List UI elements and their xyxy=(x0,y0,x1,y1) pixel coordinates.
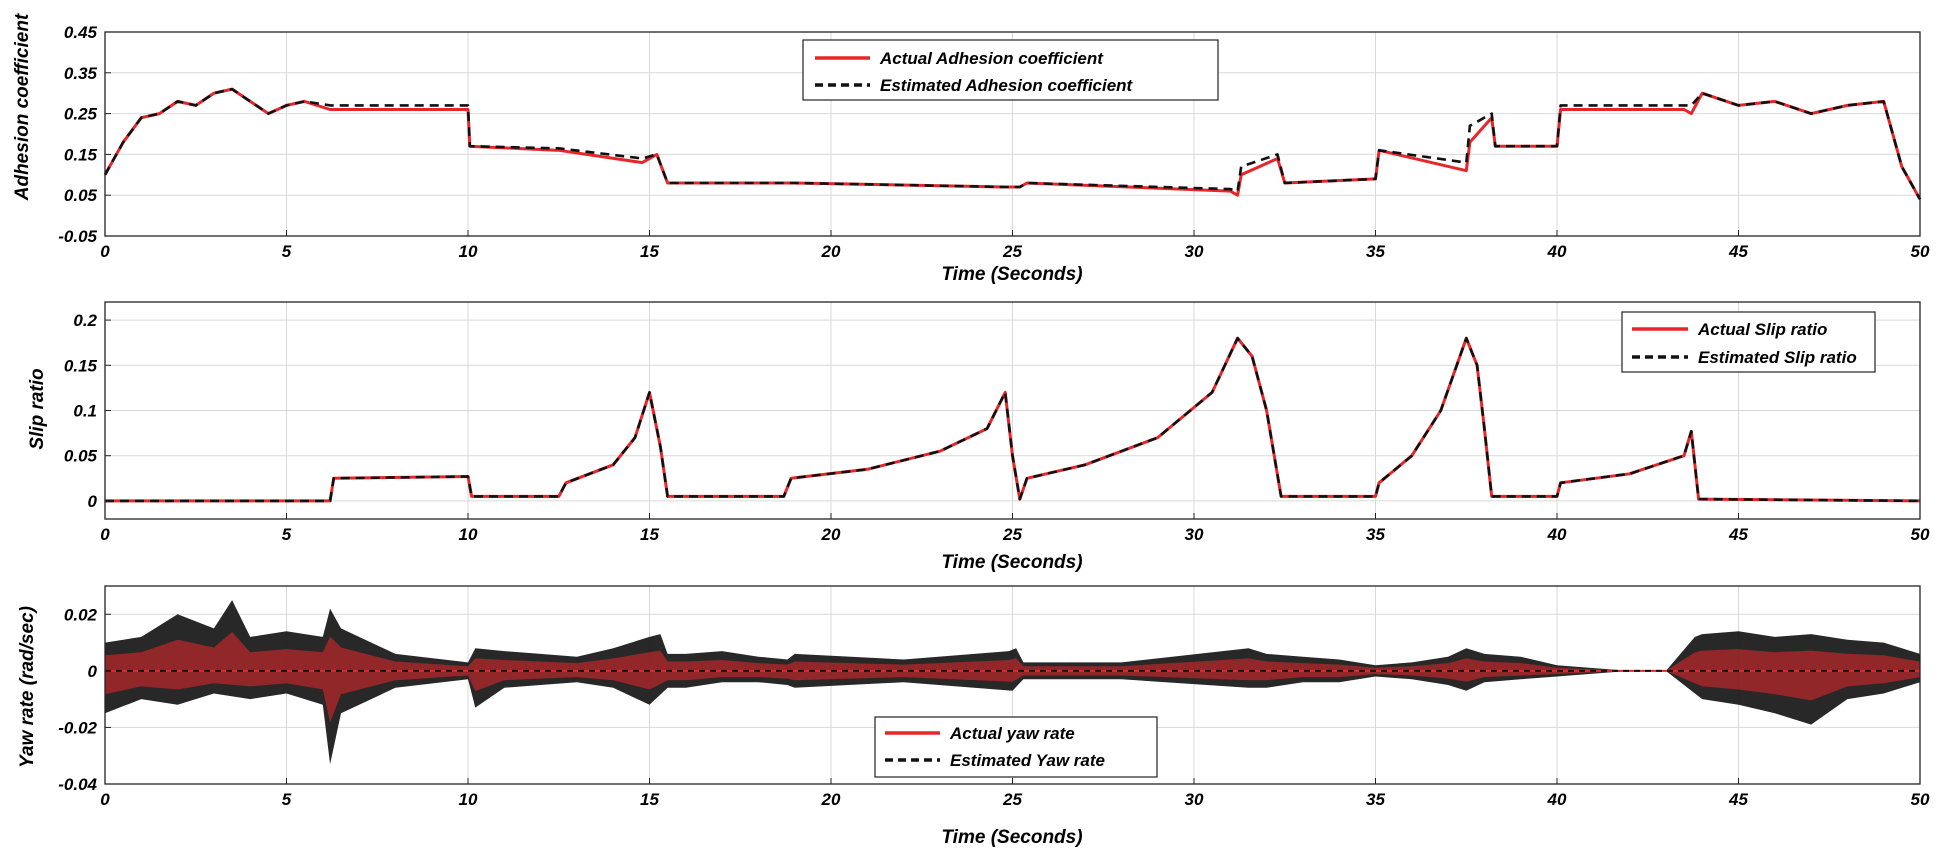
slip-xtick-label: 40 xyxy=(1547,525,1567,544)
yaw-plot-area: 0 5 10 15 20 25 30 35 40 45 50 -0.04 -0.02 0 0.02 xyxy=(58,585,1930,809)
yaw-legend-box xyxy=(874,716,1158,778)
slip-ytick-label: 0.1 xyxy=(73,402,97,421)
adhesion-legend-estimated-label: Estimated Adhesion coefficient xyxy=(880,76,1134,95)
slip-legend-actual-label: Actual Slip ratio xyxy=(1697,320,1827,339)
slip-xtick-label: 30 xyxy=(1185,525,1204,544)
adhesion-panel: 0 5 10 15 20 25 30 35 40 45 50 -0.05 0.05 0.15 0.25 0.3… xyxy=(12,13,1930,285)
adhesion-ytick-label: 0.25 xyxy=(64,105,98,124)
slip-legend-box xyxy=(1621,311,1876,373)
adhesion-xtick-label: 15 xyxy=(640,242,659,261)
adhesion-xtick-label: 40 xyxy=(1547,242,1567,261)
adhesion-xtick-label: 20 xyxy=(821,242,841,261)
slip-legend: Actual Slip ratio Estimated Slip ratio xyxy=(1621,311,1876,373)
slip-xtick-label: 25 xyxy=(1002,525,1022,544)
slip-xtick-label: 20 xyxy=(821,525,841,544)
adhesion-legend: Actual Adhesion coefficient Estimated Ad… xyxy=(802,39,1219,101)
adhesion-xtick-label: 25 xyxy=(1002,242,1022,261)
yaw-ytick-label: -0.02 xyxy=(58,718,97,737)
slip-plot-area: 0 5 10 15 20 25 30 35 40 45 50 0 0.05 0.1 0.15 0.2 xyxy=(64,301,1930,544)
adhesion-ytick-label: 0.35 xyxy=(64,64,98,83)
yaw-xlabel: Time (Seconds) xyxy=(941,827,1082,848)
yaw-estimated-envelope xyxy=(105,600,1920,765)
slip-xtick-label: 15 xyxy=(640,525,659,544)
yaw-xtick-label: 15 xyxy=(640,790,659,809)
slip-xtick-label: 0 xyxy=(100,525,110,544)
adhesion-xtick-label: 50 xyxy=(1911,242,1930,261)
yaw-xtick-label: 30 xyxy=(1185,790,1204,809)
adhesion-ytick-label: -0.05 xyxy=(58,227,97,246)
yaw-xtick-label: 5 xyxy=(282,790,292,809)
adhesion-legend-actual-label: Actual Adhesion coefficient xyxy=(879,49,1104,68)
adhesion-ylabel: Adhesion coefficient xyxy=(12,13,33,201)
yaw-xtick-label: 25 xyxy=(1002,790,1022,809)
yaw-xtick-label: 0 xyxy=(100,790,110,809)
slip-ytick-label: 0.05 xyxy=(64,447,98,466)
slip-legend-estimated-label: Estimated Slip ratio xyxy=(1698,348,1857,367)
yaw-legend-actual-label: Actual yaw rate xyxy=(949,724,1075,743)
slip-ytick-label: 0.2 xyxy=(73,311,97,330)
slip-ytick-label: 0 xyxy=(88,492,98,511)
adhesion-estimated-line xyxy=(103,87,1922,200)
adhesion-ytick-label: 0.45 xyxy=(64,23,98,42)
yaw-legend-estimated-label: Estimated Yaw rate xyxy=(950,751,1105,770)
slip-xtick-label: 50 xyxy=(1911,525,1930,544)
yaw-xtick-label: 50 xyxy=(1911,790,1930,809)
slip-panel: 0 5 10 15 20 25 30 35 40 45 50 0 0.05 0.1 0.15 0.2 Slip… xyxy=(27,301,1930,573)
yaw-legend: Actual yaw rate Estimated Yaw rate xyxy=(874,716,1158,778)
yaw-xtick-label: 45 xyxy=(1728,790,1748,809)
adhesion-ytick-label: 0.15 xyxy=(64,145,98,164)
adhesion-legend-box xyxy=(802,39,1219,101)
slip-ylabel: Slip ratio xyxy=(27,368,48,449)
adhesion-xtick-label: 5 xyxy=(282,242,292,261)
slip-xtick-label: 5 xyxy=(282,525,292,544)
yaw-xtick-label: 20 xyxy=(821,790,841,809)
adhesion-xtick-label: 35 xyxy=(1366,242,1385,261)
slip-xtick-label: 10 xyxy=(459,525,478,544)
yaw-xtick-label: 10 xyxy=(459,790,478,809)
yaw-xtick-label: 35 xyxy=(1366,790,1385,809)
adhesion-ytick-label: 0.05 xyxy=(64,186,98,205)
slip-xtick-label: 45 xyxy=(1728,525,1748,544)
adhesion-xlabel: Time (Seconds) xyxy=(941,264,1082,285)
yaw-panel: 0 5 10 15 20 25 30 35 40 45 50 -0.04 -0.02 0 0.02 Yaw … xyxy=(17,585,1930,848)
slip-xlabel: Time (Seconds) xyxy=(941,552,1082,573)
slip-xtick-label: 35 xyxy=(1366,525,1385,544)
slip-estimated-line xyxy=(105,336,1921,503)
adhesion-xtick-label: 45 xyxy=(1728,242,1748,261)
yaw-ylabel: Yaw rate (rad/sec) xyxy=(17,606,38,768)
yaw-xtick-label: 40 xyxy=(1547,790,1567,809)
adhesion-xtick-label: 10 xyxy=(459,242,478,261)
yaw-ytick-label: 0 xyxy=(88,662,98,681)
adhesion-xtick-label: 30 xyxy=(1185,242,1204,261)
yaw-actual-envelope xyxy=(105,632,1920,723)
yaw-ytick-label: 0.02 xyxy=(64,605,98,624)
yaw-ytick-label: -0.04 xyxy=(58,775,97,794)
slip-ytick-label: 0.15 xyxy=(64,356,98,375)
adhesion-xtick-label: 0 xyxy=(100,242,110,261)
